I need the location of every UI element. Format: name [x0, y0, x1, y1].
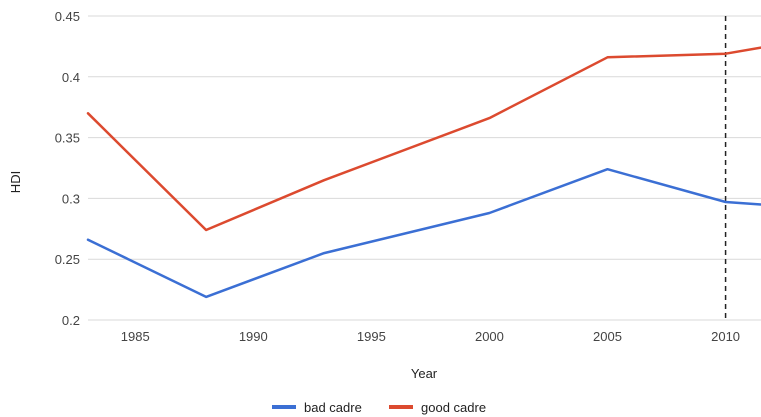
- legend-swatch-0: [272, 405, 296, 409]
- gridlines: [88, 15, 761, 321]
- x-tick-label-4: 2005: [593, 329, 622, 344]
- series-line-bad-cadre: [86, 167, 761, 299]
- x-tick-label-1: 1990: [239, 329, 268, 344]
- legend: bad cadre good cadre: [272, 400, 486, 415]
- y-axis-title: HDI: [8, 171, 23, 193]
- y-axis-ticks: 0.2 0.25 0.3 0.35 0.4 0.45: [55, 9, 80, 328]
- y-tick-label-3: 0.35: [55, 131, 80, 146]
- x-tick-label-0: 1985: [121, 329, 150, 344]
- series-lines: [86, 46, 761, 299]
- y-tick-label-0: 0.2: [62, 313, 80, 328]
- legend-swatch-1: [389, 405, 413, 409]
- x-tick-label-2: 1995: [357, 329, 386, 344]
- legend-label-1: good cadre: [421, 400, 486, 415]
- series-line-good-cadre: [86, 46, 761, 232]
- y-tick-label-4: 0.4: [62, 70, 80, 85]
- x-axis-ticks: 1985 1990 1995 2000 2005 2010: [121, 329, 740, 344]
- y-tick-label-5: 0.45: [55, 9, 80, 24]
- x-axis-title: Year: [411, 366, 438, 381]
- y-tick-label-1: 0.25: [55, 252, 80, 267]
- x-tick-label-3: 2000: [475, 329, 504, 344]
- y-tick-label-2: 0.3: [62, 191, 80, 206]
- x-tick-label-5: 2010: [711, 329, 740, 344]
- legend-label-0: bad cadre: [304, 400, 362, 415]
